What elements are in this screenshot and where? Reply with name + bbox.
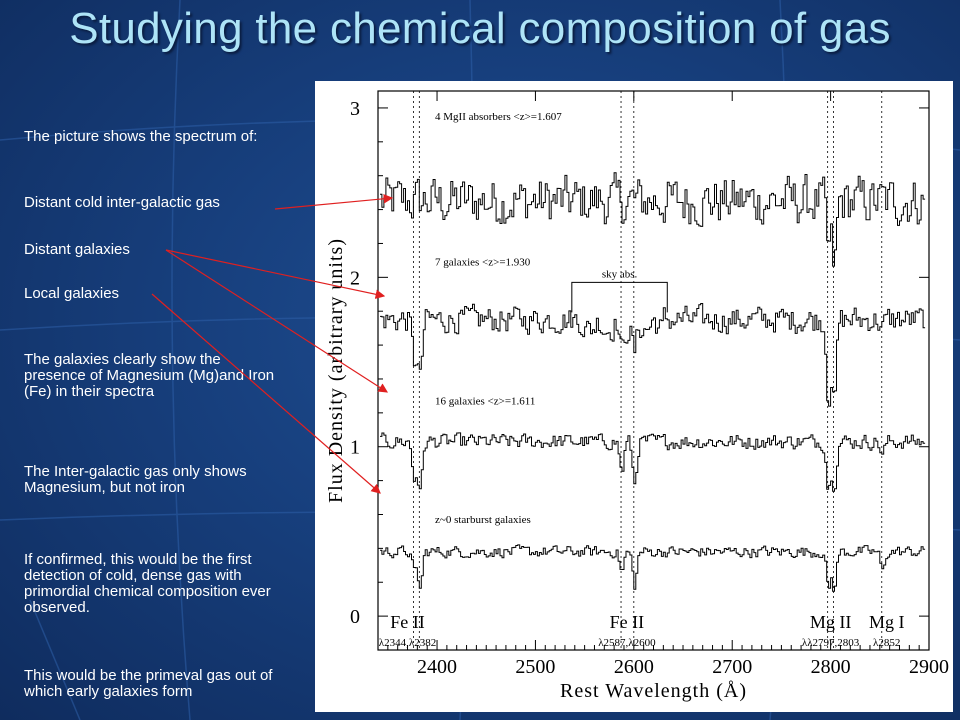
spectrum-figure: 2400 2500 2600 2700 2800 2900 0 1 2 3 Rest Wavelen…	[315, 81, 953, 712]
spectrum-line	[380, 432, 926, 492]
sky-abs-bracket	[571, 281, 668, 313]
plot-frame	[377, 90, 930, 651]
series-label: z~0 starburst galaxies	[435, 514, 531, 526]
galaxies-paragraph: The galaxies clearly show the presence o…	[24, 351, 275, 400]
ion-label: Fe II	[390, 612, 425, 632]
ion-wavelength-label: λ2587,λ2600	[598, 637, 656, 649]
intergalactic-paragraph: The Inter-galactic gas only shows Magnes…	[24, 463, 247, 496]
y-axis-label: Flux Density (arbitrary units)	[325, 238, 347, 503]
x-tick-label: 2600	[614, 656, 654, 678]
intro-paragraph: The picture shows the spectrum of:	[24, 128, 258, 145]
y-tick-label: 0	[350, 606, 360, 628]
x-tick-label: 2500	[515, 656, 555, 678]
slide-title: Studying the chemical composition of gas	[69, 4, 891, 53]
ion-label: Mg II	[810, 612, 852, 632]
y-tick-label: 1	[350, 437, 360, 459]
ion-wavelength-label: λλ2797,2803	[802, 637, 860, 649]
confirmation-paragraph: If confirmed, this would be the first de…	[24, 551, 271, 616]
ion-wavelength-label: λ2344,λ2382	[379, 637, 436, 649]
ion-wavelength-label: λ2852	[873, 637, 900, 649]
item-distant-galaxies: Distant galaxies	[24, 241, 130, 258]
ion-label: Fe II	[610, 612, 645, 632]
y-tick-label: 3	[350, 98, 360, 120]
x-tick-label: 2400	[417, 656, 457, 678]
x-tick-label: 2800	[811, 656, 851, 678]
spectrum-line	[380, 544, 926, 592]
x-tick-label: 2700	[712, 656, 752, 678]
x-tick-label: 2900	[909, 656, 949, 678]
item-local-galaxies: Local galaxies	[24, 285, 120, 302]
spectrum-chart: 2400 2500 2600 2700 2800 2900 0 1 2 3 Rest Wavelen…	[325, 90, 949, 702]
y-tick-label: 2	[350, 267, 360, 289]
series-label: 4 MgII absorbers <z>=1.607	[435, 111, 562, 123]
series-label: 7 galaxies <z>=1.930	[435, 256, 531, 268]
x-axis-label: Rest Wavelength (Å)	[560, 680, 747, 702]
sky-abs-label: sky abs.	[602, 268, 638, 280]
ion-label: Mg I	[869, 612, 905, 632]
primeval-paragraph: This would be the primeval gas out of wh…	[24, 667, 273, 700]
spectrum-line	[380, 303, 926, 407]
item-intergalactic-gas: Distant cold inter-galactic gas	[24, 194, 220, 211]
spectrum-line	[380, 172, 926, 267]
series-label: 16 galaxies <z>=1.611	[435, 395, 535, 407]
